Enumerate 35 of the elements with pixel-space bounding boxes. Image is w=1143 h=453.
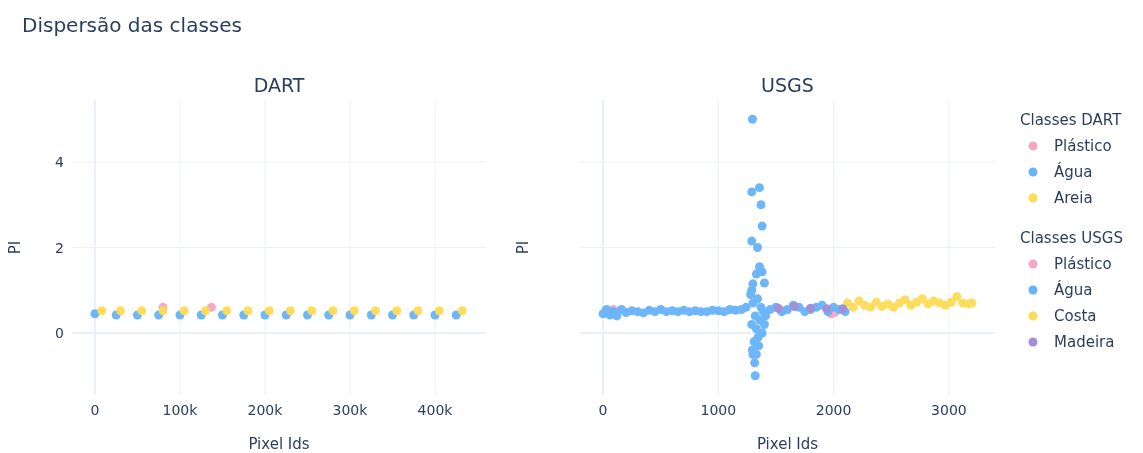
y-axis-title: PI (514, 240, 532, 255)
chart-title: USGS (761, 74, 814, 96)
legend-label: Costa (1054, 307, 1097, 325)
point (946, 297, 956, 307)
point (848, 302, 858, 312)
x-tick-label: 2000 (815, 402, 852, 418)
x-tick-label: 1000 (700, 402, 737, 418)
y-tick-label: 4 (55, 153, 65, 170)
x-tick-label: 100k (162, 402, 199, 418)
x-axis-title: Pixel Ids (756, 435, 819, 453)
x-tick-label: 300k (332, 402, 369, 418)
legend-label: Plástico (1054, 137, 1112, 155)
x-tick-label: 0 (598, 402, 608, 418)
legend-label: Plástico (1054, 255, 1112, 273)
y-tick-label: 2 (55, 239, 64, 256)
point (866, 302, 875, 312)
x-tick-label: 200k (247, 402, 284, 418)
chart-title: DART (253, 74, 305, 96)
legend-title: Classes USGS (1020, 229, 1123, 247)
legend-label: Água (1054, 162, 1093, 181)
x-axis-title: Pixel Ids (248, 435, 310, 453)
y-tick-label: 0 (55, 325, 64, 342)
point (917, 294, 927, 304)
x-tick-label: 3000 (931, 402, 967, 418)
text: Dispersão das classes (22, 13, 242, 37)
x-tick-label: 400k (417, 402, 454, 418)
point (952, 292, 962, 302)
legend-label: Areia (1054, 189, 1093, 207)
point (889, 302, 899, 312)
point (900, 295, 910, 305)
x-tick-label: 0 (90, 402, 100, 418)
legend-title: Classes DART (1020, 111, 1123, 129)
legend-label: Água (1054, 280, 1093, 299)
y-axis-title: PI (6, 240, 24, 255)
legend-label: Madeira (1054, 333, 1115, 351)
